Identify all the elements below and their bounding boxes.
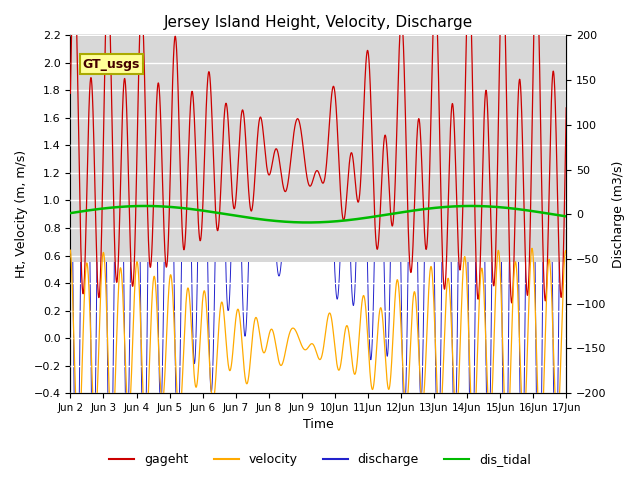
Legend: gageht, velocity, discharge, dis_tidal: gageht, velocity, discharge, dis_tidal — [104, 448, 536, 471]
Text: GT_usgs: GT_usgs — [83, 58, 140, 71]
Y-axis label: Discharge (m3/s): Discharge (m3/s) — [612, 160, 625, 268]
Y-axis label: Ht, Velocity (m, m/s): Ht, Velocity (m, m/s) — [15, 150, 28, 278]
Bar — [70, 28, 566, 263]
Title: Jersey Island Height, Velocity, Discharge: Jersey Island Height, Velocity, Discharg… — [164, 15, 473, 30]
X-axis label: Time: Time — [303, 419, 333, 432]
